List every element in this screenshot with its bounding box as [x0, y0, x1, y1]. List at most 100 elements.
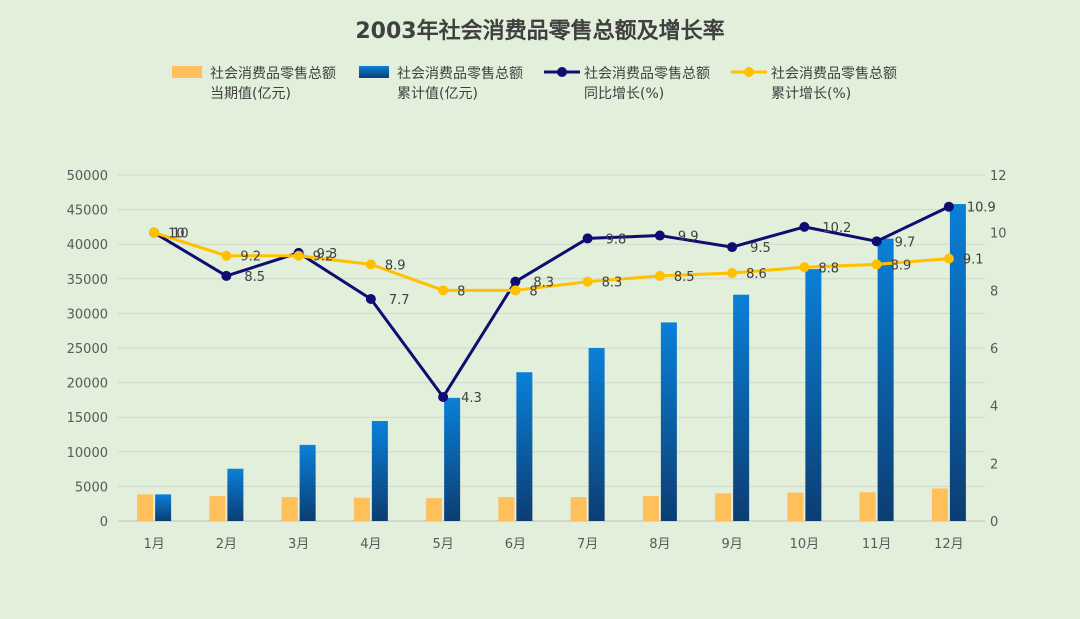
bar-current-month [570, 497, 587, 521]
x-axis: 1月 2月 3月 4月 5月 6月 7月 8月 9月 10月 11月 12月 [143, 537, 963, 552]
left-tick-label: 35000 [67, 273, 108, 288]
bar-current-month [498, 497, 515, 521]
yoy-growth-point [727, 242, 738, 253]
x-tick-label: 6月 [505, 537, 526, 552]
legend-label: 当期值(亿元) [210, 86, 291, 102]
left-tick-label: 5000 [75, 480, 108, 495]
yoy-growth-point [871, 236, 882, 247]
right-tick-label: 8 [990, 284, 998, 299]
bar-current-month [642, 496, 659, 521]
x-tick-label: 9月 [721, 537, 742, 552]
yoy-growth-point [943, 201, 954, 212]
left-tick-label: 20000 [67, 377, 108, 392]
legend-marker [557, 67, 567, 77]
yoy-data-label: 10.9 [967, 201, 996, 216]
bar-current-month [715, 493, 732, 521]
left-tick-label: 40000 [67, 238, 108, 253]
cumulative-data-label: 10 [168, 227, 185, 242]
cumulative-data-label: 9.2 [313, 250, 334, 265]
cumulative-growth-point [510, 285, 521, 296]
cumulative-data-label: 8 [457, 284, 465, 299]
cumulative-growth-point [727, 268, 738, 279]
x-tick-label: 12月 [934, 537, 964, 552]
x-tick-label: 10月 [790, 537, 820, 552]
cumulative-data-label: 9.1 [963, 253, 984, 268]
bar-current-month [353, 497, 370, 521]
lines: 10 8.5 9.3 7.7 4.3 8.3 9.8 9.9 9.5 10.2 9.7 10.9 10 9… [149, 201, 996, 406]
right-axis: 0 2 4 6 8 10 12 [990, 169, 1007, 530]
cumulative-data-label: 8.9 [385, 258, 406, 273]
yoy-data-label: 8.3 [533, 276, 554, 291]
bar-cumulative [588, 348, 605, 521]
yoy-growth-point [221, 270, 232, 281]
yoy-data-label: 8.5 [244, 270, 265, 285]
bar-cumulative [733, 294, 750, 521]
yoy-growth-point [582, 233, 593, 244]
cumulative-data-label: 8.8 [818, 261, 839, 276]
bar-current-month [426, 498, 443, 521]
x-tick-label: 7月 [577, 537, 598, 552]
x-tick-label: 11月 [862, 537, 892, 552]
yoy-data-label: 9.3 [317, 247, 338, 262]
bar-cumulative [805, 269, 822, 521]
bar-current-month [787, 492, 804, 521]
left-tick-label: 25000 [67, 342, 108, 357]
x-tick-label: 2月 [216, 537, 237, 552]
bar-current-month [137, 494, 154, 521]
cumulative-data-label: 8 [529, 284, 537, 299]
left-axis: 0 5000 10000 15000 20000 25000 30000 35000 40000… [67, 169, 108, 530]
yoy-data-label: 10.2 [822, 221, 851, 236]
legend-label: 社会消费品零售总额 [210, 66, 336, 82]
right-tick-label: 2 [990, 457, 998, 472]
bar-current-month [281, 497, 298, 521]
cumulative-data-label: 8.9 [891, 258, 912, 273]
cumulative-data-label: 8.5 [674, 270, 695, 285]
yoy-growth-point [365, 293, 376, 304]
cumulative-growth-point [149, 227, 160, 238]
cumulative-growth-point [654, 270, 665, 281]
right-tick-label: 6 [990, 342, 998, 357]
yoy-data-label: 7.7 [389, 293, 410, 308]
legend-label: 社会消费品零售总额 [397, 66, 523, 82]
bar-cumulative [227, 468, 244, 521]
bar-cumulative [155, 494, 172, 521]
cumulative-data-label: 8.6 [746, 267, 767, 282]
left-tick-label: 30000 [67, 307, 108, 322]
right-tick-label: 10 [990, 227, 1007, 242]
bar-cumulative [516, 372, 533, 521]
bar-cumulative [660, 322, 677, 521]
legend-swatch [359, 66, 389, 78]
x-tick-label: 4月 [360, 537, 381, 552]
legend-label: 累计值(亿元) [397, 86, 478, 102]
left-tick-label: 0 [100, 515, 108, 530]
cumulative-growth-point [293, 250, 304, 261]
bar-current-month [859, 492, 876, 521]
legend-label: 同比增长(%) [584, 86, 664, 102]
yoy-growth-point [654, 230, 665, 241]
legend-label: 社会消费品零售总额 [771, 66, 897, 82]
left-tick-label: 50000 [67, 169, 108, 184]
bar-cumulative [949, 204, 966, 521]
x-tick-label: 1月 [143, 537, 164, 552]
yoy-growth-point [510, 276, 521, 287]
bar-cumulative [444, 397, 461, 521]
right-tick-label: 12 [990, 169, 1007, 184]
cumulative-growth-point [438, 285, 449, 296]
legend-label: 社会消费品零售总额 [584, 66, 710, 82]
cumulative-growth-point [221, 250, 232, 261]
bar-current-month [931, 488, 948, 521]
right-tick-label: 4 [990, 400, 998, 415]
cumulative-growth-point [365, 259, 376, 270]
x-tick-label: 8月 [649, 537, 670, 552]
legend: 社会消费品零售总额当期值(亿元)社会消费品零售总额累计值(亿元)社会消费品零售总… [172, 66, 897, 102]
yoy-data-label: 9.8 [606, 232, 627, 247]
chart-title: 2003年社会消费品零售总额及增长率 [355, 18, 724, 44]
cumulative-growth-point [871, 259, 882, 270]
legend-swatch [172, 66, 202, 78]
